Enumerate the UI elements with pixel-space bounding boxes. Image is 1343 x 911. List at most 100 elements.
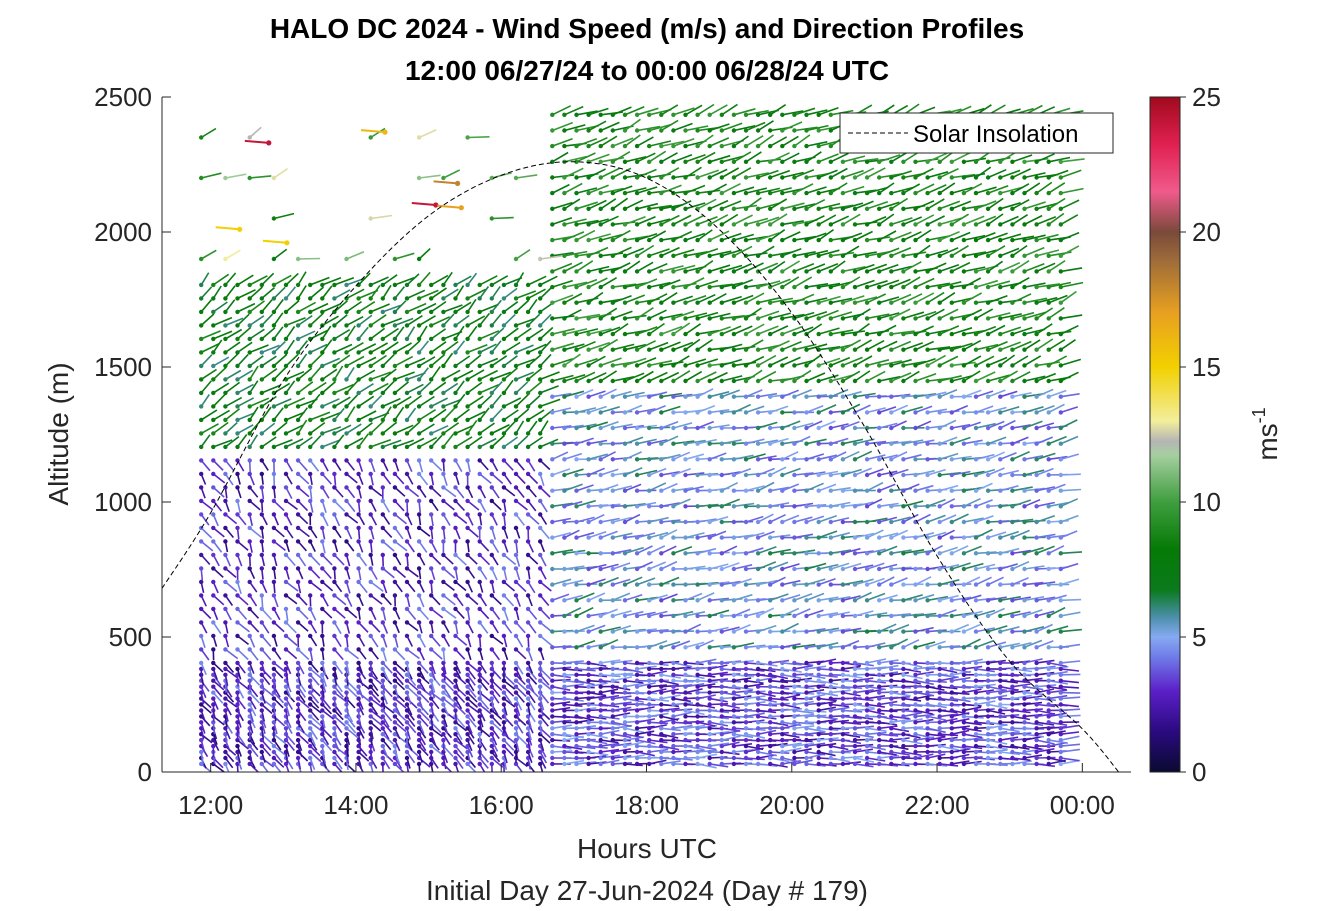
wind-barb [576, 668, 596, 672]
wind-barb-head [647, 394, 652, 399]
wind-barb-head [780, 613, 785, 619]
wind-barb-head [332, 485, 337, 490]
wind-barb [709, 183, 727, 194]
wind-barb [600, 530, 618, 539]
wind-barb [442, 313, 455, 326]
wind-barb-head [586, 702, 591, 707]
wind-barb-head [235, 660, 240, 666]
wind-barb-head [247, 471, 252, 477]
wind-barb [333, 763, 343, 772]
wind-barb-head [416, 666, 422, 672]
wind-barb [782, 467, 801, 476]
wind-barb-head [356, 726, 361, 731]
wind-barb [624, 260, 641, 273]
wind-barb [576, 707, 597, 712]
wind-barb [527, 275, 547, 286]
wind-barb [334, 276, 355, 286]
wind-barb-head [719, 566, 724, 572]
wind-barb-head [525, 696, 531, 701]
wind-barb-head [574, 732, 579, 737]
wind-barb-head [574, 702, 579, 707]
wind-barb [333, 648, 344, 661]
wind-barb-head [392, 647, 398, 652]
wind-barb [685, 611, 706, 617]
wind-barb-head [671, 743, 676, 749]
wind-barb-head [695, 378, 700, 384]
wind-barb [733, 677, 752, 682]
wind-barb-head [695, 331, 700, 337]
wind-barb [721, 343, 743, 351]
wind-barb [285, 326, 296, 340]
wind-barb [576, 340, 596, 351]
wind-barb [564, 167, 584, 179]
wind-barb-head [755, 696, 761, 701]
wind-barb [345, 686, 358, 698]
wind-barb [394, 342, 412, 354]
wind-barb [661, 519, 681, 523]
wind-barb [273, 527, 285, 538]
wind-barb [273, 763, 282, 772]
wind-barb-head [380, 579, 385, 585]
wind-barb-head [634, 175, 640, 180]
wind-barb [612, 562, 631, 570]
wind-barb [612, 167, 632, 179]
wind-barb-head [392, 620, 398, 625]
wind-barb-head [804, 519, 809, 525]
wind-barb [527, 354, 542, 367]
wind-barb [309, 692, 320, 704]
wind-barb-head [647, 504, 652, 509]
wind-barb-head [586, 159, 591, 164]
wind-barb-head [525, 471, 531, 477]
wind-barb [806, 628, 826, 633]
wind-barb [600, 563, 619, 570]
wind-barb [648, 309, 667, 320]
wind-barb-head [368, 593, 373, 598]
wind-barb [709, 597, 729, 602]
wind-barb-head [695, 684, 700, 689]
wind-barb-head [598, 441, 603, 446]
wind-barb-head [550, 237, 555, 243]
wind-barb-head [404, 498, 410, 504]
wind-barb-head [562, 678, 567, 683]
wind-barb-head [538, 512, 543, 517]
wind-barb [527, 343, 547, 354]
wind-barb [394, 355, 414, 367]
wind-barb [455, 275, 472, 286]
wind-barb-head [671, 672, 676, 677]
wind-barb-head [392, 708, 398, 713]
wind-barb [709, 678, 728, 682]
wind-barb [733, 674, 754, 678]
wind-barb-head [199, 309, 204, 315]
wind-barb-head [731, 645, 737, 650]
wind-barb [249, 621, 260, 633]
wind-barb-head [453, 350, 458, 355]
wind-barb-head [574, 175, 579, 180]
wind-barb-head [247, 539, 252, 544]
wind-barb [467, 662, 480, 673]
wind-barb-head [295, 309, 301, 315]
wind-barb-head [344, 350, 349, 355]
wind-barb [769, 229, 786, 241]
wind-barb [612, 578, 631, 586]
wind-barb-head [538, 678, 543, 683]
wind-barb [382, 662, 393, 674]
wind-barb-head [380, 737, 385, 743]
wind-barb-head [223, 390, 228, 396]
wind-barb-head [719, 702, 724, 707]
wind-barb [612, 423, 633, 429]
wind-barb-head [695, 425, 700, 431]
wind-barb-head [804, 660, 809, 666]
wind-barb-head [235, 512, 240, 517]
wind-barb-head [308, 647, 313, 652]
wind-barb-head [465, 660, 470, 666]
wind-barb [770, 739, 789, 742]
wind-barb [491, 285, 501, 299]
wind-barb-head [550, 410, 555, 415]
wind-barb [212, 527, 225, 538]
wind-barb-head [574, 678, 579, 683]
wind-barb-head [562, 410, 567, 415]
wind-barb-head [695, 519, 700, 525]
wind-barb [721, 200, 742, 210]
wind-barb-head [525, 390, 531, 396]
wind-barb [382, 406, 392, 421]
